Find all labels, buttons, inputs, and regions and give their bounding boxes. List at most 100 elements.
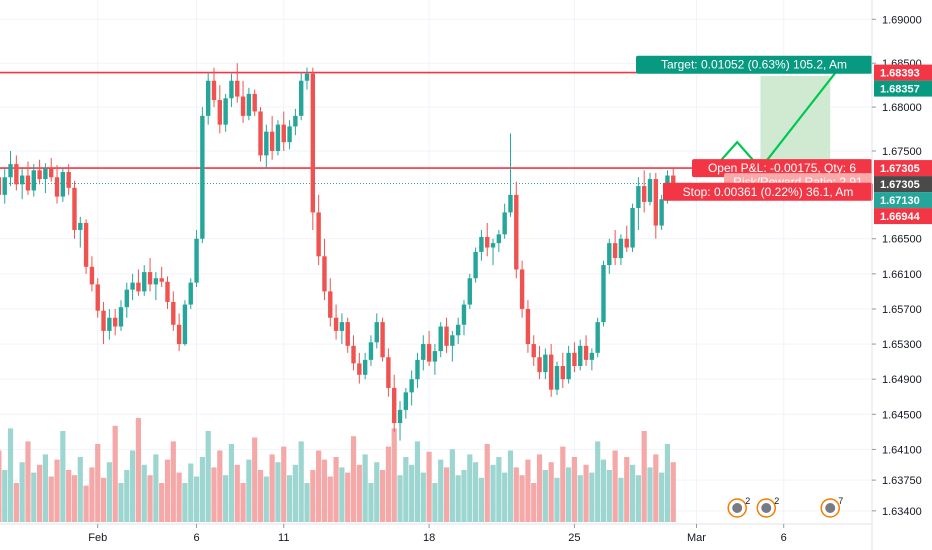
volume-bar [286,475,293,522]
candle-body [275,124,281,151]
candle-body [386,357,391,388]
candle-body [229,80,234,99]
candle-body [479,236,484,252]
price-tag-bg [874,160,932,177]
volume-bar [659,472,665,522]
volume-bar [339,467,345,522]
event-badges[interactable]: 2 2 7 [727,496,843,518]
time-tick-label: 6 [193,532,199,544]
volume-bar [490,464,496,522]
volume-bar [66,470,72,522]
candle-body [357,363,362,375]
candle-body [188,282,193,305]
stop-label-bg [663,182,873,201]
candle-body [595,322,600,353]
time-tick-label: 18 [423,532,435,544]
volume-bar [19,462,25,522]
volume-bar [542,470,548,522]
volume-bar [414,441,421,522]
volume-bar [42,454,49,522]
candle-body [624,238,629,248]
candle-body [392,387,397,424]
volume-bar [432,483,438,522]
event-badge[interactable]: 7 [820,496,843,518]
volume-bar [176,472,182,522]
volume-bar [612,450,618,522]
candle-body [264,131,269,156]
volume-bar [502,472,508,522]
candle-body [514,194,519,270]
time-axis[interactable]: Feb 6 11 18 25 Mar 6 [0,523,872,544]
price-tick-label: 1.66100 [882,269,922,281]
candle-body [473,251,478,279]
candle-body [461,304,467,325]
volume-bar [31,472,37,522]
candle-body [409,379,414,393]
volume-bar [449,449,455,522]
candle-body [380,322,385,358]
candle-body [560,366,565,380]
price-tick-label: 1.69000 [882,14,922,26]
candle-body [374,322,379,343]
price-tag: 1.67305 [874,160,932,177]
position-labels: Target: 0.01052 (0.63%) 105.2, Am Open P&… [636,55,873,201]
volume-bar [635,475,641,522]
projection-line[interactable] [713,71,837,171]
candle-body [8,164,13,178]
price-tick-label: 1.65300 [882,339,922,351]
price-tag-bg [874,176,932,193]
candle-body [659,199,664,226]
volume-bar [391,428,397,522]
volume-bar [228,444,235,522]
projection-path[interactable] [713,71,837,171]
price-tag-bg [874,192,932,209]
volume-bar [13,483,19,522]
volume-bar [106,462,112,522]
candle-body [432,351,438,362]
volume-bar [653,454,659,522]
event-badge[interactable]: 2 [727,496,750,518]
volume-bar [159,483,165,522]
candle-body [107,317,112,331]
calendar-icon [732,503,743,513]
volume-bar [356,464,362,522]
volume-bar [7,428,14,522]
volume-bar [595,441,601,522]
time-tick-label: 25 [568,532,580,544]
time-tick-label: 6 [781,532,787,544]
candle-body [269,131,275,151]
candle-body [281,124,286,143]
volume-bar [135,418,142,522]
volume-bar [147,475,153,522]
event-badge-count: 7 [838,496,843,506]
volume-bar [257,470,264,522]
candle-body [641,186,647,202]
volume-bar [548,462,554,522]
volume-bar [426,451,432,522]
candle-body [415,359,420,380]
candle-body [211,80,217,101]
candle-body [583,345,589,360]
volume-bar [304,483,310,522]
volume-bar [217,450,223,522]
volume-bar [438,459,444,522]
stop-label: Stop: 0.00361 (0.22%) 36.1, Am [663,182,873,201]
candle-body [25,175,31,191]
event-badge[interactable]: 2 [756,496,779,518]
volume-bar [560,446,566,522]
volume-bar [327,476,333,522]
volume-bars [0,418,676,522]
candle-body [165,281,170,302]
volume-bar [321,459,328,522]
price-tag-label: 1.68393 [880,68,920,80]
volume-bar [71,475,78,522]
candle-body [572,352,577,367]
price-tick-label: 1.68000 [882,102,922,114]
candle-body [554,366,560,390]
volume-bar [223,475,229,522]
price-tag: 1.66944 [874,208,932,225]
price-tag-label: 1.68357 [880,84,920,96]
volume-bar [298,441,304,522]
volume-bar [629,464,636,522]
